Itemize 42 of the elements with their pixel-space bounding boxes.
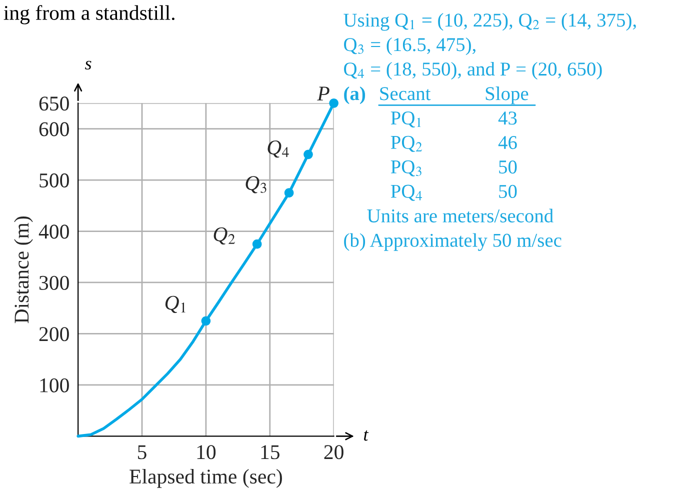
point [252,239,262,249]
x-tick-label: 15 [261,445,280,460]
point [284,188,294,198]
point [329,98,338,108]
x-tick-label: 20 [324,445,344,460]
y-tick-label: 650 [39,96,69,111]
text: PQ$_{1}$ [390,111,421,128]
annotation: Q$_{2}$ [214,227,235,245]
text: PQ$_{2}$ [390,136,422,152]
text: (a) [344,86,366,104]
text: ing from a standstill. [4,5,174,24]
annotation: Q$_{4}$ [268,140,289,158]
y-tick-label: 300 [39,276,69,290]
y-tick-label: 400 [38,224,69,239]
text: 50 [499,184,517,198]
text: Q$_{3}$ = (16.5, 475), [344,38,476,56]
x-axis-title: Elapsed time (sec) [130,468,282,488]
text: t [364,430,369,441]
text: (b) Approximately 50 m/sec [344,233,562,251]
annotation: Q$_{3}$ [246,176,266,194]
text: PQ$_{4}$ [390,184,422,201]
x-tick-label: 5 [138,445,146,460]
y-tick-label: 100 [40,378,69,392]
text: 50 [499,160,517,174]
y-tick-label: 200 [39,327,69,342]
y-axis-title: Distance (m) [14,216,33,324]
text: 46 [498,136,517,150]
text: s [85,60,92,70]
text: Using Q$_{1}$ = (10, 225), Q$_{2}$ = (14, 375), [344,13,636,31]
x-tick-label: 10 [197,445,216,460]
text: PQ$_{3}$ [390,160,422,176]
text: Q$_{4}$ = (18, 550), and P = (20, 650) [344,62,602,80]
text: 43 [498,112,517,125]
y-tick-label: 600 [39,122,69,136]
y-tick-label: 500 [40,173,69,188]
text: Slope [486,86,528,104]
text: Secant [380,87,431,100]
point [304,150,313,160]
point [201,316,211,326]
text: Units are meters/second [367,208,554,222]
annotation: Q$_{1}$ [165,296,186,314]
annotation: P [317,86,330,100]
